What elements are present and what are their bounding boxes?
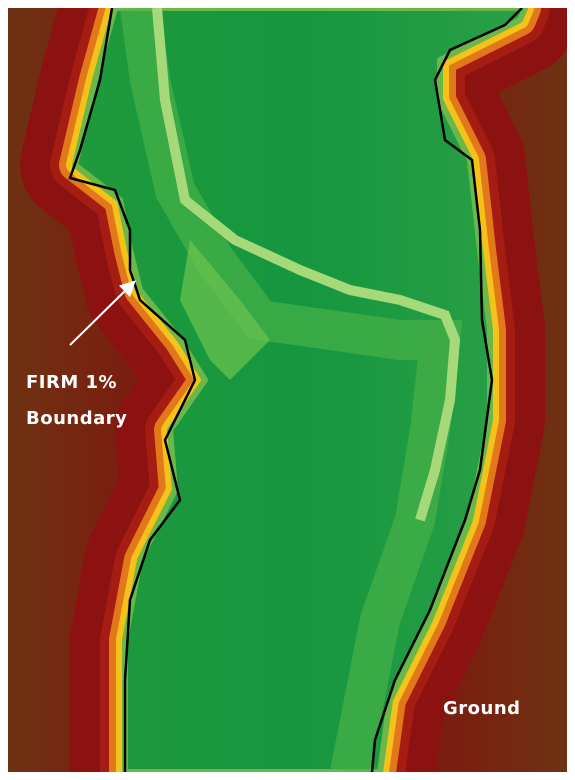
raster (8, 8, 567, 772)
shallow-area (120, 8, 463, 772)
firm-boundary-right (370, 8, 523, 772)
firm-boundary-left (68, 8, 197, 772)
annotation-arrow (69, 280, 136, 346)
light-streak (152, 8, 461, 522)
annotation-line: FIRM 1% (26, 372, 117, 393)
ground-label: Ground (443, 698, 521, 719)
shallow-patch (180, 240, 270, 380)
annotation-line: Boundary (26, 408, 127, 429)
